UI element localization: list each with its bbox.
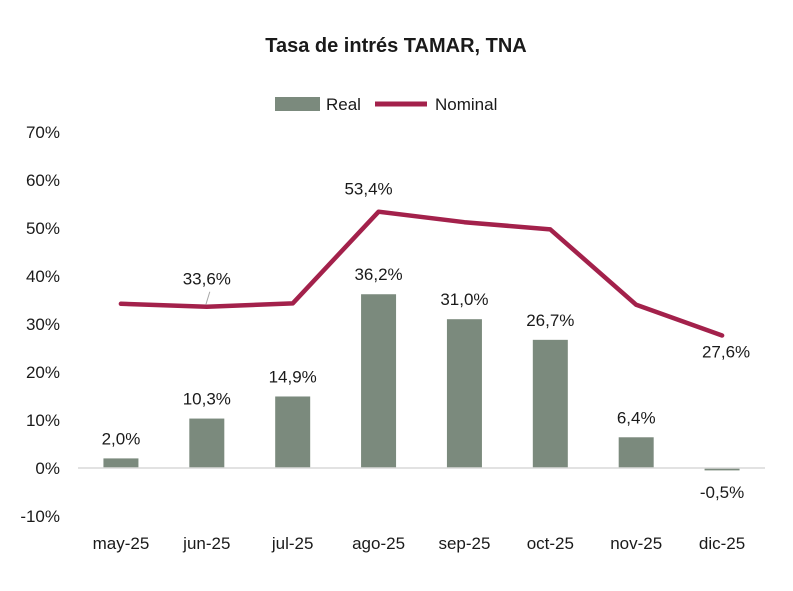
x-axis: may-25 jun-25 jul-25 ago-25 sep-25 oct-25 nov-… (93, 534, 746, 553)
bar-data-label: 31,0% (440, 290, 488, 309)
bar-real (532, 339, 568, 468)
legend-swatch-real (275, 97, 320, 111)
x-tick-label: may-25 (93, 534, 150, 553)
bar-real (618, 437, 654, 468)
bar-real (103, 458, 139, 468)
bar-data-label: 36,2% (354, 265, 402, 284)
y-tick-label: 0% (35, 459, 60, 478)
bar-data-label: 2,0% (102, 429, 141, 448)
legend-label-real: Real (326, 95, 361, 114)
y-tick-label: 40% (26, 267, 60, 286)
y-tick-label: -10% (20, 507, 60, 526)
bar-real (275, 396, 311, 468)
line-data-label: 33,6% (183, 270, 231, 289)
bar-data-label: 14,9% (269, 367, 317, 386)
y-axis: -10% 0% 10% 20% 30% 40% 50% 60% 70% (20, 123, 60, 526)
bar-data-label: 10,3% (183, 390, 231, 409)
bar-real (704, 468, 740, 471)
line-label-leader (205, 291, 211, 305)
chart-title: Tasa de intrés TAMAR, TNA (265, 35, 527, 57)
y-tick-label: 20% (26, 363, 60, 382)
line-nominal (118, 209, 725, 338)
bar-data-label: 26,7% (526, 311, 574, 330)
legend-label-nominal: Nominal (435, 95, 497, 114)
line-data-label: 27,6% (702, 343, 750, 362)
bar-real (361, 294, 397, 468)
x-tick-label: jun-25 (182, 534, 230, 553)
x-tick-label: sep-25 (438, 534, 490, 553)
bar-series: 2,0% 10,3% 14,9% 36,2% 31,0% 26,7% 6,4% -0,5% (102, 265, 745, 502)
bar-data-label: 6,4% (617, 408, 656, 427)
y-tick-label: 50% (26, 219, 60, 238)
y-tick-label: 10% (26, 411, 60, 430)
bar-real (446, 319, 482, 468)
x-tick-label: dic-25 (699, 534, 745, 553)
chart-legend: Real Nominal (275, 95, 497, 114)
bar-real (189, 418, 225, 468)
x-tick-label: nov-25 (610, 534, 662, 553)
bar-data-label: -0,5% (700, 483, 744, 502)
x-tick-label: jul-25 (271, 534, 314, 553)
y-tick-label: 70% (26, 123, 60, 142)
y-tick-label: 60% (26, 171, 60, 190)
x-tick-label: ago-25 (352, 534, 405, 553)
line-series: 33,6% 53,4% 27,6% (118, 180, 750, 362)
x-tick-label: oct-25 (527, 534, 574, 553)
y-tick-label: 30% (26, 315, 60, 334)
line-data-label: 53,4% (344, 180, 392, 199)
